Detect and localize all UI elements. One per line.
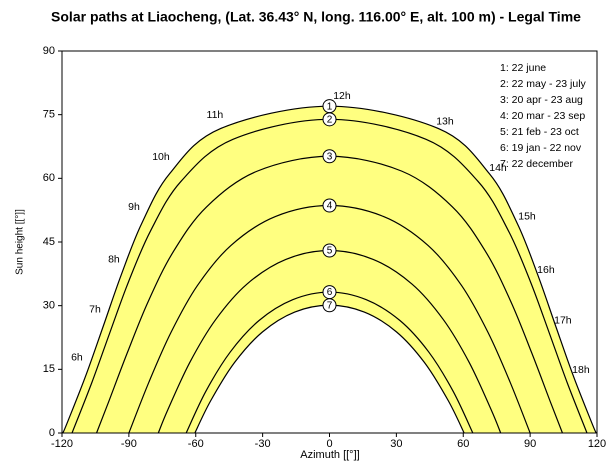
hour-label: 8h (108, 254, 120, 266)
y-tick-label: 45 (43, 236, 55, 248)
hour-label: 15h (518, 211, 536, 223)
curve-marker: 1 (327, 101, 333, 112)
x-tick-label: -30 (255, 438, 271, 450)
hour-label: 14h (489, 162, 507, 174)
curve-marker-circle (322, 298, 337, 313)
x-tick-label: 90 (524, 438, 536, 450)
y-tick-label: 90 (43, 45, 55, 57)
hour-label: 16h (537, 264, 555, 276)
hour-label: 6h (71, 352, 83, 364)
hour-label: 7h (89, 304, 101, 316)
curve-marker: 6 (327, 287, 333, 298)
x-tick-label: 60 (457, 438, 469, 450)
curve-marker-circle (322, 112, 337, 127)
y-tick-label: 30 (43, 300, 55, 312)
hour-label: 10h (152, 151, 170, 163)
legend-entry: 6: 19 jan - 22 nov (500, 142, 582, 154)
hour-label: 9h (128, 201, 140, 213)
y-tick-label: 60 (43, 172, 55, 184)
below-area (194, 305, 465, 433)
legend-entry: 1: 22 june (500, 62, 546, 74)
hour-label: 17h (554, 315, 572, 327)
curve-marker-circle (322, 198, 337, 213)
x-tick-label: -60 (188, 438, 204, 450)
y-tick-label: 15 (43, 363, 55, 375)
hour-label: 12h (333, 90, 351, 102)
curve-marker-circle (322, 149, 337, 164)
curve-marker-circle (322, 243, 337, 258)
legend-entry: 5: 21 feb - 23 oct (500, 126, 579, 138)
x-tick-label: -90 (121, 438, 137, 450)
curve-marker: 2 (327, 114, 333, 125)
y-tick-label: 75 (43, 109, 55, 121)
legend-entry: 3: 20 apr - 23 aug (500, 94, 583, 106)
curve-marker: 7 (327, 300, 333, 311)
x-tick-label: 30 (390, 438, 402, 450)
x-tick-label: 120 (588, 438, 606, 450)
y-tick-label: 0 (49, 427, 55, 439)
legend-entry: 7: 22 december (500, 158, 573, 170)
chart-title: Solar paths at Liaocheng, (Lat. 36.43° N… (51, 9, 581, 25)
hour-label: 18h (572, 364, 590, 376)
x-axis-label: Azimuth [[°]] (300, 449, 359, 461)
hour-label: 11h (207, 109, 224, 121)
x-tick-label: 0 (326, 438, 332, 450)
hour-label: 13h (436, 116, 454, 128)
curve-marker: 4 (327, 201, 333, 212)
curve-marker: 3 (327, 151, 333, 162)
legend-entry: 2: 22 may - 23 july (500, 78, 587, 90)
x-tick-label: -120 (51, 438, 73, 450)
y-axis-label: Sun height [[°]] (15, 209, 26, 275)
legend-entry: 4: 20 mar - 23 sep (500, 110, 585, 122)
curve-marker: 5 (327, 246, 333, 257)
